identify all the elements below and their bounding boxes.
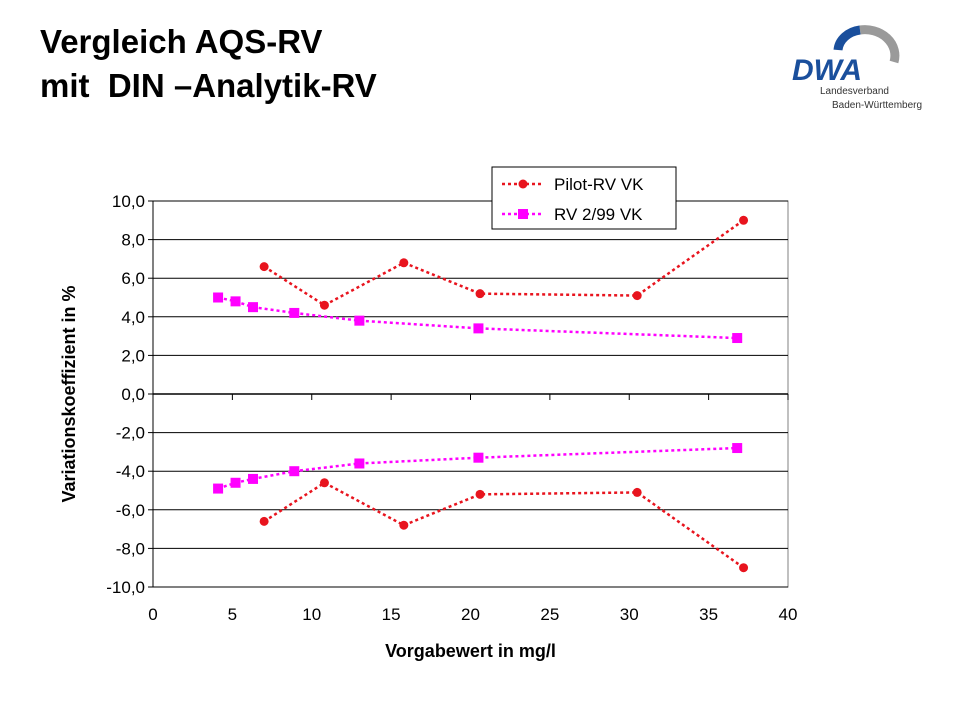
- x-tick-label: 10: [302, 605, 321, 624]
- y-tick-label: 10,0: [112, 192, 145, 211]
- y-tick-label: 6,0: [121, 269, 145, 288]
- legend-label: Pilot-RV VK: [554, 175, 644, 194]
- x-tick-label: 15: [382, 605, 401, 624]
- legend-label: RV 2/99 VK: [554, 205, 643, 224]
- data-point: [319, 478, 329, 488]
- data-point: [213, 483, 224, 494]
- logo-subtitle-1: Landesverband: [820, 86, 889, 97]
- data-point: [289, 466, 300, 477]
- data-point: [732, 443, 743, 454]
- data-point: [230, 296, 241, 307]
- data-point: [319, 300, 329, 310]
- series-2: [213, 292, 743, 344]
- data-point: [632, 487, 642, 497]
- data-point: [399, 258, 409, 268]
- data-point: [354, 458, 365, 469]
- data-point: [739, 563, 749, 573]
- data-point: [248, 302, 259, 313]
- data-point: [354, 315, 365, 326]
- y-tick-label: 4,0: [121, 308, 145, 327]
- legend-marker: [518, 179, 528, 189]
- series-1: [259, 478, 749, 573]
- logo-arc-blue: [833, 25, 861, 51]
- y-tick-label: -8,0: [116, 539, 145, 558]
- data-point: [248, 473, 259, 484]
- x-tick-label: 20: [461, 605, 480, 624]
- y-axis-label: Variationskoeffizient in %: [59, 285, 79, 502]
- dwa-logo: DWA Landesverband Baden-Württemberg: [790, 22, 930, 117]
- dwa-logo-mark: DWA: [792, 25, 900, 87]
- x-tick-label: 35: [699, 605, 718, 624]
- data-point: [259, 262, 269, 272]
- data-point: [739, 215, 749, 225]
- data-point: [473, 452, 484, 463]
- data-point: [289, 307, 300, 318]
- y-tick-label: 8,0: [121, 231, 145, 250]
- data-point: [213, 292, 224, 303]
- page-title: Vergleich AQS-RV mit DIN –Analytik-RV: [40, 20, 377, 108]
- title-line-1: Vergleich AQS-RV: [40, 23, 323, 60]
- logo-subtitle-2: Baden-Württemberg: [832, 100, 923, 111]
- data-point: [473, 323, 484, 334]
- logo-brand-text: DWA: [792, 54, 862, 84]
- y-tick-label: -10,0: [106, 578, 145, 597]
- data-point: [399, 520, 409, 530]
- x-axis-label: Vorgabewert in mg/l: [385, 641, 556, 661]
- series-line: [263, 219, 745, 307]
- x-tick-label: 25: [540, 605, 559, 624]
- series-3: [213, 443, 743, 494]
- x-tick-label: 5: [228, 605, 237, 624]
- data-point: [732, 333, 743, 344]
- data-point: [632, 291, 642, 301]
- data-point: [259, 516, 269, 526]
- x-tick-label: 0: [148, 605, 157, 624]
- x-tick-label: 30: [620, 605, 639, 624]
- series-0: [259, 215, 749, 310]
- y-tick-label: 0,0: [121, 385, 145, 404]
- logo-arc: [859, 25, 900, 64]
- y-tick-label: 2,0: [121, 346, 145, 365]
- y-tick-label: -2,0: [116, 424, 145, 443]
- data-point: [475, 489, 485, 499]
- series-line: [263, 481, 745, 569]
- data-point: [475, 289, 485, 299]
- y-tick-label: -6,0: [116, 501, 145, 520]
- data-point: [230, 477, 241, 488]
- legend-marker: [518, 209, 528, 219]
- y-tick-label: -4,0: [116, 462, 145, 481]
- x-tick-label: 40: [779, 605, 798, 624]
- title-line-2: mit DIN –Analytik-RV: [40, 67, 377, 104]
